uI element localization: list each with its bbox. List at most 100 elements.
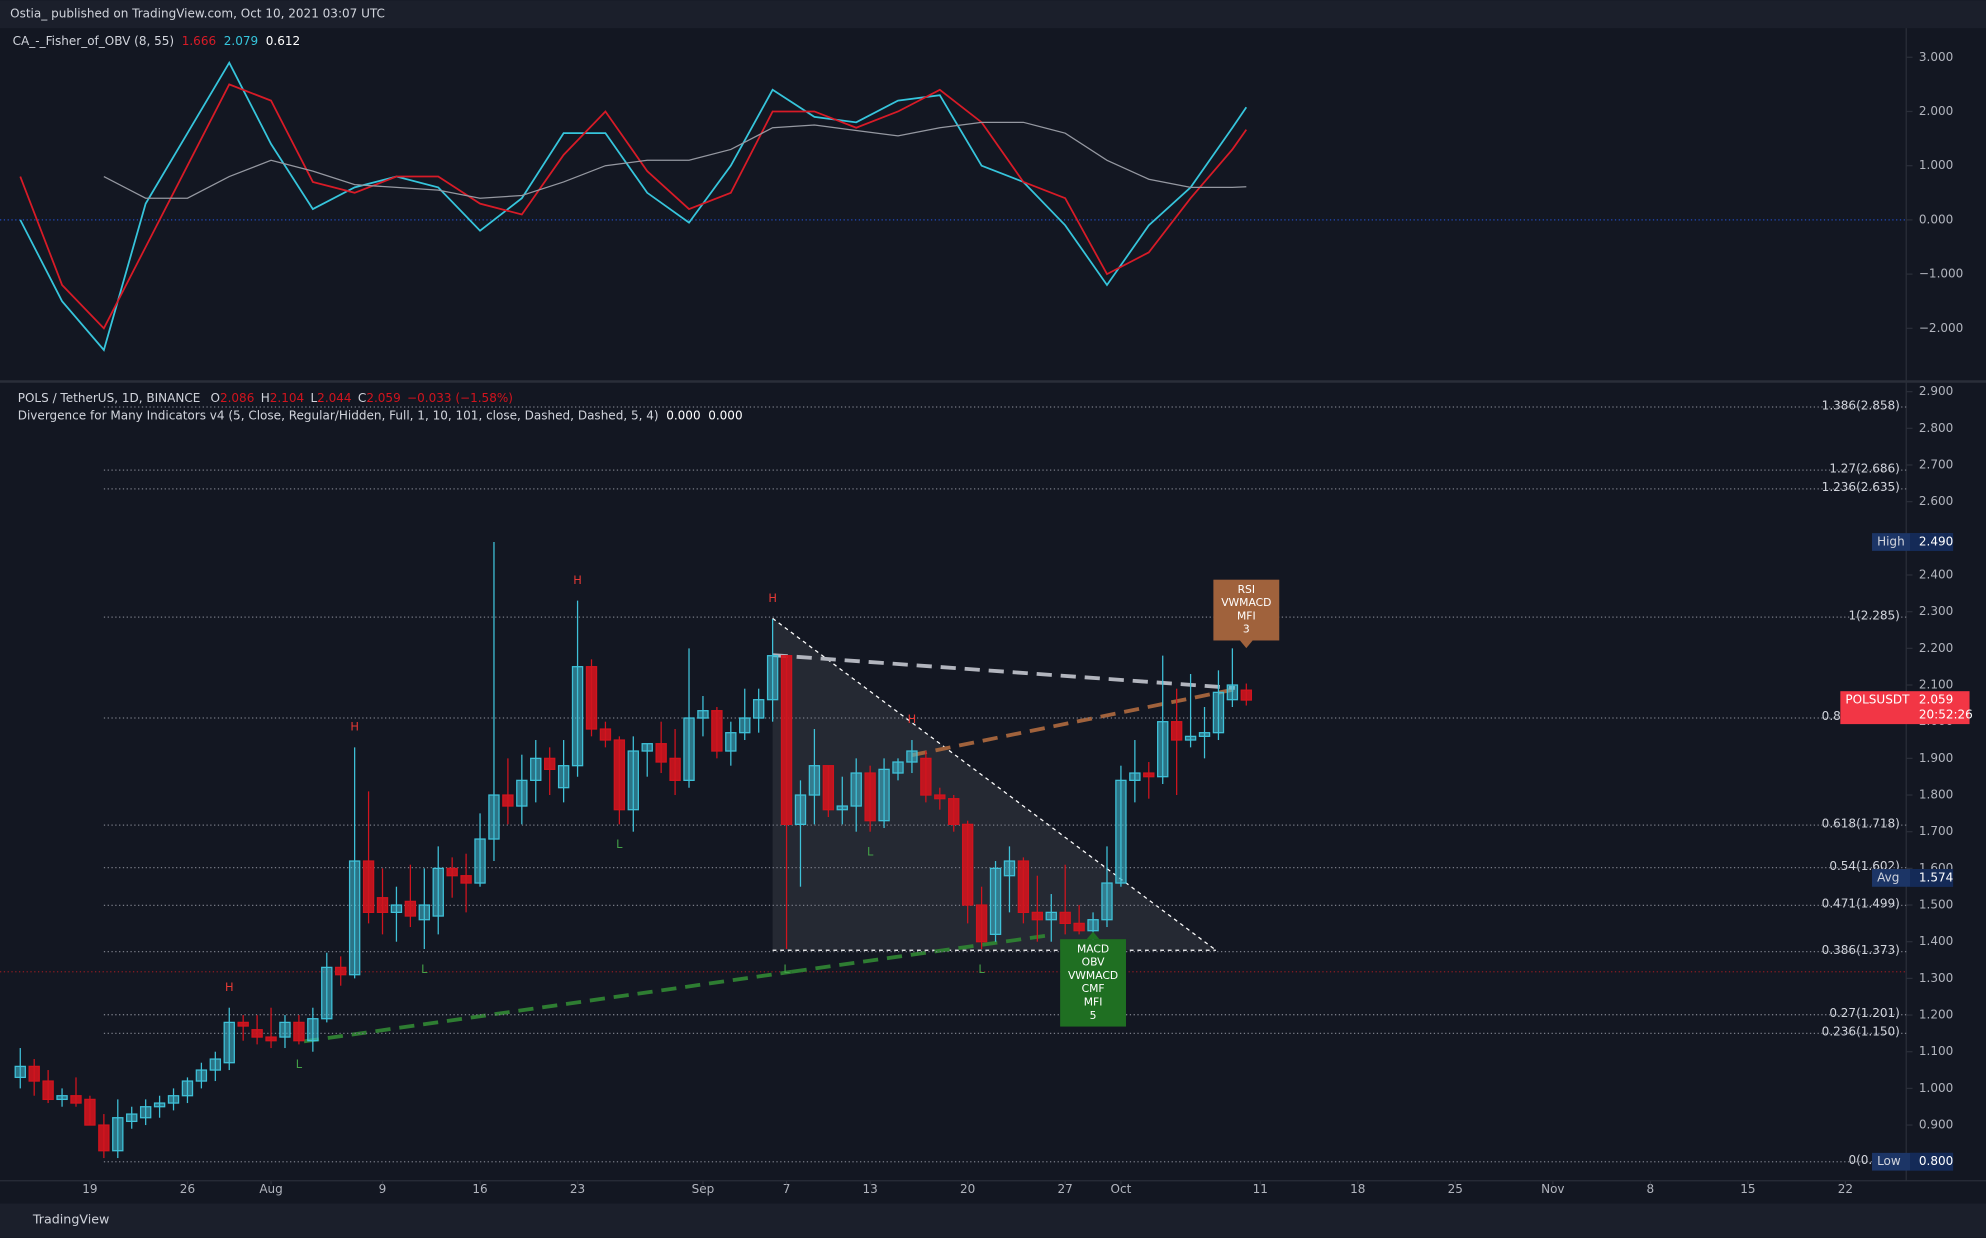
candle-body [98,1124,110,1152]
x-tick-label: Oct [1111,1182,1132,1196]
x-tick-label: 16 [472,1182,487,1196]
candle-body [42,1080,54,1101]
candle-body [543,757,556,770]
x-tick-label: 27 [1058,1182,1073,1196]
candle-body [571,666,584,767]
ohlc-value: 2.059 [366,390,400,404]
candle-body [808,765,821,796]
candle-body [948,798,960,825]
candle-body [669,757,681,781]
x-tick-label: 19 [82,1182,97,1196]
y-tick-label: 1.500 [1919,898,1953,912]
indicator-line [19,60,1248,352]
candle-body [1184,735,1197,741]
y-tick-label: 2.400 [1919,568,1953,582]
ohlc-value: 2.044 [317,390,351,404]
y-tick-label: −2.000 [1919,321,1963,335]
fib-label: 0.618(1.718) [1822,816,1900,830]
candle-body [362,860,375,914]
candle-body [70,1095,82,1104]
candle-body [878,768,890,822]
y-tick-label: 2.000 [1919,104,1953,118]
publisher: Ostia_ published on TradingView.com, Oct… [10,7,385,21]
study-value: 0.000 [666,408,700,422]
candle-body [599,728,612,741]
candle-body [1031,911,1044,921]
indicator-line [103,121,1247,199]
last-price-value: 2.059 [1919,693,1953,707]
y-tick-label: 2.300 [1919,604,1953,618]
x-tick-label: Aug [259,1182,282,1196]
candle-body [153,1102,166,1108]
indicator-line [19,83,1248,330]
candle-body [460,875,472,884]
divergence-text: CMF [1082,982,1105,995]
footer: TradingView [32,1211,109,1226]
y-tick-label: 2.900 [1919,384,1953,398]
candle-body [446,867,458,877]
x-tick-label: 13 [862,1182,877,1196]
marker-name: Low [1877,1154,1901,1168]
y-tick-label: 1.300 [1919,971,1953,985]
candle-body [223,1021,235,1064]
candle-body [516,779,528,807]
y-tick-label: 2.200 [1919,641,1953,655]
y-tick-label: 2.700 [1919,457,1953,471]
candle-body [112,1117,124,1152]
candle-body [432,867,444,917]
candle-body [376,897,389,914]
x-tick-label: Sep [692,1182,715,1196]
pivot-label: L [783,962,790,976]
candle-body [1212,691,1225,734]
y-tick-label: 2.100 [1919,678,1953,692]
ohlc-label: C [358,390,366,404]
candle-body [697,710,709,719]
y-tick-label: 1.900 [1919,751,1953,765]
candle-body [307,1018,319,1042]
fib-label: 1.386(2.858) [1822,398,1900,412]
marker-name: High [1877,534,1905,548]
divergence-text: 5 [1090,1009,1097,1022]
x-tick-label: 8 [1647,1182,1655,1196]
ohlc-label: H [261,390,270,404]
fib-label: 1.27(2.686) [1829,461,1900,475]
candle-body [1170,721,1183,741]
divergence-line [303,969,792,1044]
x-tick-label: 26 [180,1182,195,1196]
ohlc-label: O [210,390,219,404]
candle-body [961,823,974,906]
divergence-text: VWMACD [1221,596,1271,609]
study-header: Divergence for Many Indicators v4 (5, Cl… [18,408,743,422]
candle-body [1115,779,1127,884]
fib-label: 0.236(1.150) [1822,1025,1900,1039]
symbol-title: POLS / TetherUS, 1D, BINANCE [18,390,201,404]
x-tick-label: 7 [783,1182,791,1196]
candle-body [84,1098,96,1126]
candle-body [780,655,793,825]
candle-body [641,743,653,752]
fib-label: 0.471(1.499) [1822,897,1900,911]
candle-body [1073,922,1085,932]
indicator-value: 1.666 [182,33,216,47]
candle-body [920,757,932,796]
candle-body [725,732,737,752]
marker-value: 2.490 [1919,534,1953,548]
divergence-line [791,933,1052,974]
candle-body [502,794,514,807]
ohlc-label: L [310,390,317,404]
candle-body [613,739,626,811]
last-price-name: POLSUSDT [1845,693,1910,707]
candle-body [14,1065,26,1079]
candle-body [1240,689,1253,701]
x-tick-label: 9 [379,1182,387,1196]
candle-body [474,838,486,884]
candle-body [794,794,807,825]
x-tick-label: 23 [570,1182,585,1196]
divergence-text: MACD [1077,942,1109,955]
candle-body [335,966,347,976]
y-tick-label: 1.100 [1919,1044,1953,1058]
ohlc-value: 2.104 [270,390,304,404]
candle-body [1059,911,1071,925]
fib-label: 0.27(1.201) [1829,1006,1900,1020]
